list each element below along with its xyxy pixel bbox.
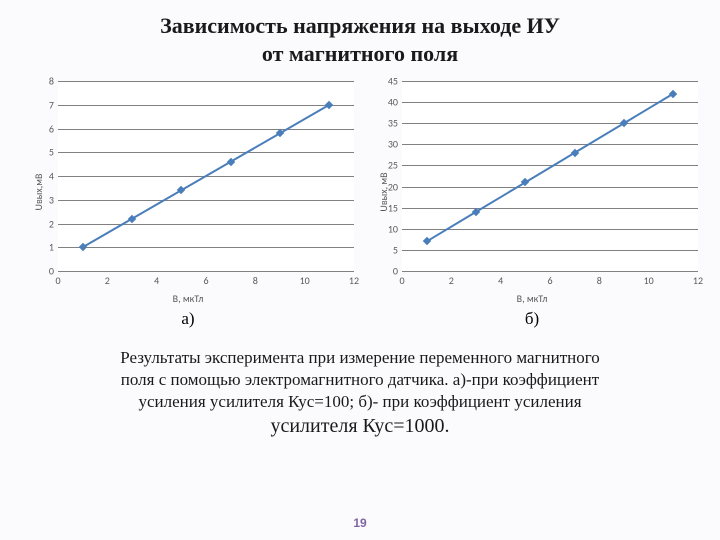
- caption-l4: усилителя Кус=1000.: [270, 415, 449, 437]
- chart-b-xtick: 0: [399, 274, 404, 287]
- chart-a-xtick: 10: [300, 274, 310, 287]
- chart-b-gridline: [402, 271, 698, 272]
- chart-b-line-svg: [402, 81, 698, 271]
- chart-a-ytick: 0: [18, 265, 54, 278]
- chart-b-sublabel: б): [362, 309, 702, 329]
- chart-b-ytick: 0: [362, 265, 398, 278]
- chart-a-xtick: 6: [203, 274, 208, 287]
- chart-a-ytick: 5: [18, 146, 54, 159]
- page-title: Зависимость напряжения на выходе ИУ от м…: [0, 0, 720, 67]
- chart-b-xlabel: В, мкТл: [517, 292, 548, 305]
- chart-a-ytick: 4: [18, 170, 54, 183]
- chart-b-ytick: 25: [362, 159, 398, 172]
- chart-a-ytick: 7: [18, 98, 54, 111]
- chart-b: Uвых, мВ051015202530354045024681012В, мк…: [362, 77, 702, 307]
- charts-row: Uвых,мВ012345678024681012В, мкТл а) Uвых…: [0, 77, 720, 329]
- chart-b-ytick: 35: [362, 117, 398, 130]
- chart-a: Uвых,мВ012345678024681012В, мкТл: [18, 77, 358, 307]
- chart-a-ytick: 2: [18, 217, 54, 230]
- chart-a-xtick: 12: [349, 274, 359, 287]
- chart-b-xtick: 2: [449, 274, 454, 287]
- title-line2: от магнитного поля: [262, 41, 458, 66]
- chart-b-xtick: 10: [644, 274, 654, 287]
- chart-b-ytick: 20: [362, 180, 398, 193]
- caption-l2: поля с помощью электромагнитного датчика…: [121, 370, 599, 389]
- chart-b-xtick: 12: [693, 274, 703, 287]
- chart-b-ytick: 30: [362, 138, 398, 151]
- chart-b-wrap: Uвых, мВ051015202530354045024681012В, мк…: [362, 77, 702, 329]
- caption-l1: Результаты эксперимента при измерение пе…: [120, 348, 600, 367]
- chart-a-line-svg: [58, 81, 354, 271]
- chart-a-xtick: 4: [154, 274, 159, 287]
- chart-b-xtick: 6: [547, 274, 552, 287]
- chart-a-xtick: 0: [55, 274, 60, 287]
- chart-a-gridline: [58, 271, 354, 272]
- chart-b-ytick: 40: [362, 96, 398, 109]
- chart-b-plot: [402, 81, 698, 271]
- chart-a-ytick: 1: [18, 241, 54, 254]
- chart-b-xtick: 8: [597, 274, 602, 287]
- chart-a-sublabel: а): [18, 309, 358, 329]
- chart-a-xtick: 8: [253, 274, 258, 287]
- chart-a-plot: [58, 81, 354, 271]
- chart-a-xtick: 2: [105, 274, 110, 287]
- chart-a-xlabel: В, мкТл: [173, 292, 204, 305]
- chart-b-ytick: 5: [362, 243, 398, 256]
- title-line1: Зависимость напряжения на выходе ИУ: [160, 13, 560, 38]
- chart-b-ytick: 15: [362, 201, 398, 214]
- chart-b-ytick: 10: [362, 222, 398, 235]
- chart-a-ytick: 6: [18, 122, 54, 135]
- caption: Результаты эксперимента при измерение пе…: [0, 347, 720, 439]
- chart-b-ytick: 45: [362, 75, 398, 88]
- caption-l3: усиления усилителя Кус=100; б)- при коэф…: [138, 392, 581, 411]
- chart-a-ytick: 3: [18, 193, 54, 206]
- chart-a-wrap: Uвых,мВ012345678024681012В, мкТл а): [18, 77, 358, 329]
- page-number: 19: [353, 516, 366, 530]
- chart-a-ytick: 8: [18, 75, 54, 88]
- chart-b-xtick: 4: [498, 274, 503, 287]
